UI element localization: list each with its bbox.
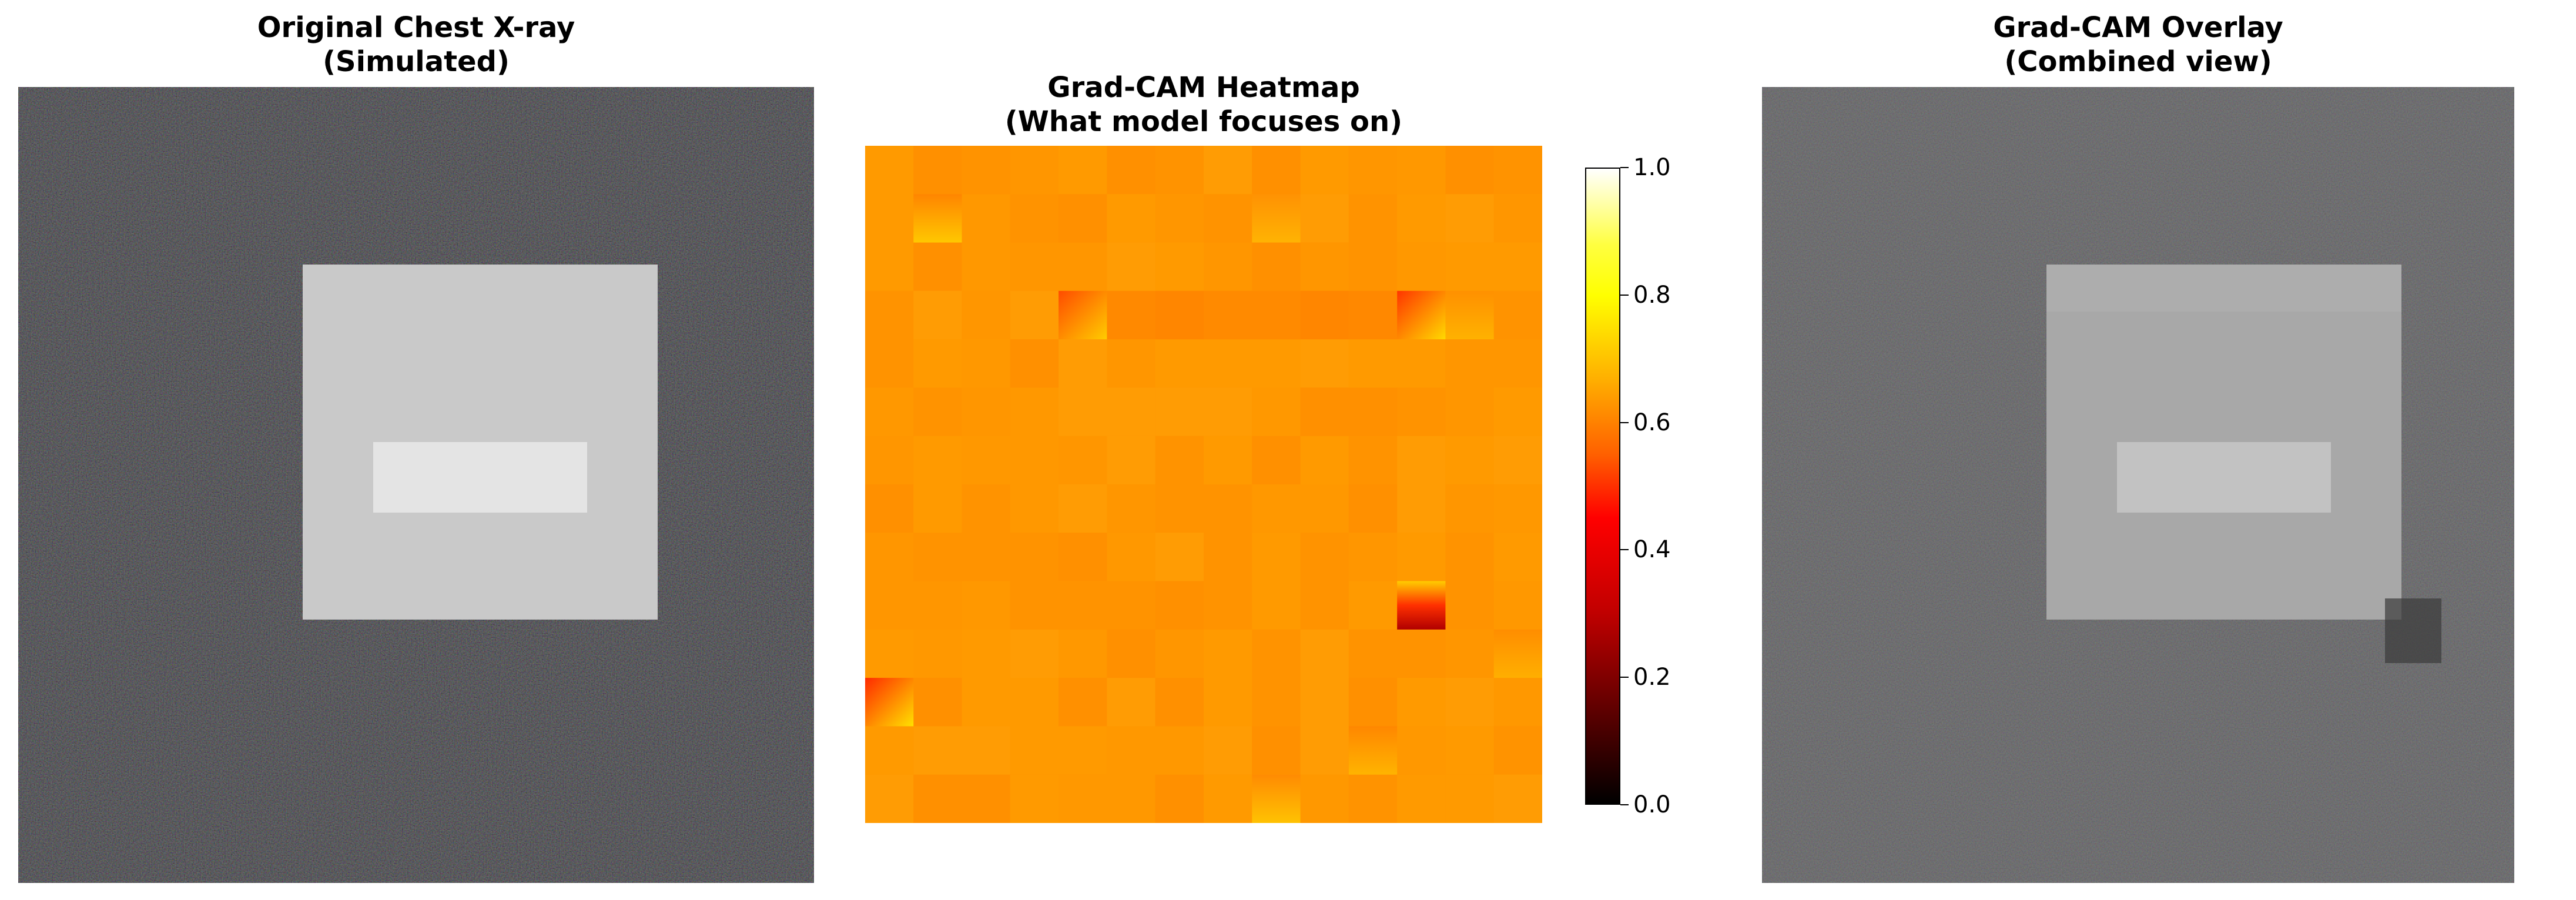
colorbar-tick-mark — [1620, 294, 1629, 296]
colorbar-tick-label: 0.2 — [1633, 664, 1671, 691]
panel3-title-line1: Grad-CAM Overlay — [1993, 11, 2283, 44]
colorbar-tick-label: 1.0 — [1633, 154, 1671, 181]
colorbar-tick-mark — [1620, 549, 1629, 551]
colorbar-tick-mark — [1620, 677, 1629, 678]
panel2-title: Grad-CAM Heatmap (What model focuses on) — [865, 71, 1542, 139]
panel1-title: Original Chest X-ray (Simulated) — [18, 11, 814, 79]
panel3-title: Grad-CAM Overlay (Combined view) — [1762, 11, 2514, 79]
colorbar-tick-mark — [1620, 804, 1629, 805]
panel1-title-line2: (Simulated) — [323, 45, 510, 78]
colorbar-tick-label: 0.4 — [1633, 536, 1671, 564]
colorbar-tick-label: 0.6 — [1633, 409, 1671, 436]
colorbar-tick-label: 0.8 — [1633, 281, 1671, 309]
colorbar — [1585, 168, 1620, 805]
gradcam-heatmap-image — [865, 146, 1542, 823]
panel1-title-line1: Original Chest X-ray — [257, 11, 575, 44]
colorbar-tick-mark — [1620, 167, 1629, 168]
panel3-title-line2: (Combined view) — [2004, 45, 2272, 78]
original-xray-image — [18, 87, 814, 883]
xray-bright-rect — [373, 442, 587, 513]
overlay-bright-rect — [2117, 442, 2331, 513]
colorbar-tick-mark — [1620, 421, 1629, 423]
gradcam-overlay-image — [1762, 87, 2514, 883]
panel2-title-line1: Grad-CAM Heatmap — [1047, 71, 1360, 104]
panel2-title-line2: (What model focuses on) — [1004, 105, 1403, 138]
colorbar-tick-label: 0.0 — [1633, 791, 1671, 818]
